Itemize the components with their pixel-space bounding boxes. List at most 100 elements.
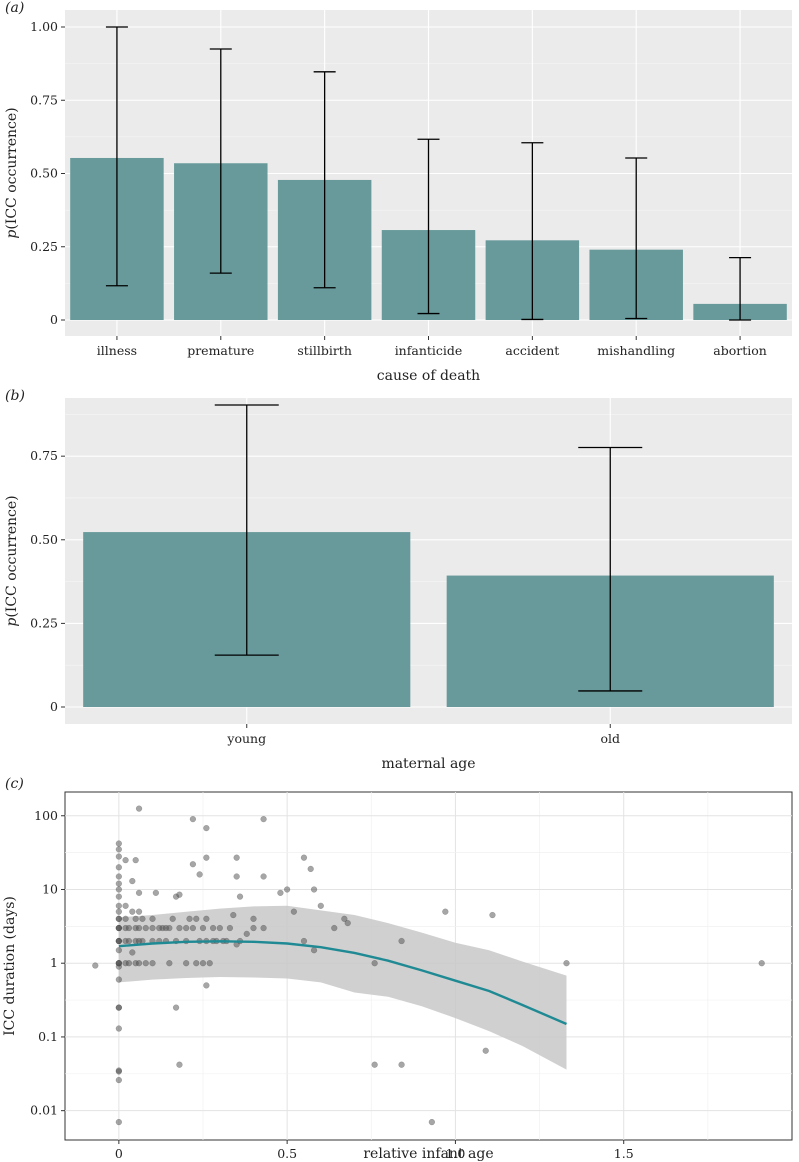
data-point bbox=[135, 924, 143, 932]
y-tick-label: 1 bbox=[50, 955, 58, 970]
y-tick-label: 0.75 bbox=[30, 448, 58, 463]
confidence-band bbox=[118, 905, 567, 1070]
data-point bbox=[135, 805, 143, 812]
data-point bbox=[115, 1076, 123, 1084]
data-point bbox=[129, 949, 136, 956]
y-tick-label: 0.75 bbox=[30, 92, 58, 107]
y-tick-label: 10 bbox=[42, 881, 58, 896]
data-point bbox=[115, 893, 123, 900]
data-point bbox=[260, 924, 267, 932]
y-tick-label: 0.01 bbox=[30, 1103, 58, 1118]
data-point bbox=[300, 854, 308, 861]
data-point bbox=[172, 1004, 180, 1011]
data-point bbox=[115, 1067, 123, 1074]
data-point bbox=[331, 924, 338, 932]
data-point bbox=[199, 960, 207, 967]
data-point bbox=[176, 924, 183, 932]
data-point bbox=[122, 856, 129, 864]
data-point bbox=[186, 915, 193, 922]
data-point bbox=[300, 937, 308, 945]
x-axis-label: maternal age bbox=[381, 756, 475, 772]
data-point bbox=[129, 908, 136, 915]
data-point bbox=[398, 1061, 405, 1068]
data-point bbox=[125, 960, 133, 967]
y-tick-label: 1.00 bbox=[30, 19, 58, 34]
x-axis-label: cause of death bbox=[377, 368, 480, 384]
data-point bbox=[115, 886, 123, 893]
x-tick-label: 0 bbox=[115, 1146, 123, 1161]
x-tick-label: young bbox=[226, 731, 266, 746]
x-tick-label: abortion bbox=[713, 343, 767, 358]
data-point bbox=[115, 960, 123, 967]
data-point bbox=[216, 924, 223, 932]
data-point bbox=[115, 1004, 123, 1011]
data-point bbox=[92, 962, 99, 969]
y-tick-label: 0 bbox=[50, 699, 58, 714]
data-point bbox=[442, 908, 449, 915]
data-point bbox=[122, 902, 129, 909]
data-point bbox=[149, 960, 156, 967]
data-point bbox=[115, 902, 123, 909]
data-point bbox=[196, 871, 203, 878]
x-tick-label: 0.5 bbox=[277, 1146, 297, 1161]
data-point bbox=[209, 924, 217, 932]
y-tick-label: 0.1 bbox=[38, 1029, 58, 1044]
data-point bbox=[115, 947, 123, 954]
data-point bbox=[169, 915, 176, 922]
data-point bbox=[203, 854, 210, 861]
data-point bbox=[183, 924, 190, 932]
data-point bbox=[482, 1047, 489, 1054]
y-tick-label: 100 bbox=[34, 808, 58, 823]
data-point bbox=[125, 937, 133, 945]
panel-label: (a) bbox=[5, 0, 24, 16]
data-point bbox=[115, 853, 123, 860]
y-tick-label: 0 bbox=[50, 312, 58, 327]
data-point bbox=[115, 915, 123, 922]
x-tick-label: stillbirth bbox=[297, 343, 351, 358]
data-point bbox=[310, 947, 318, 954]
data-point bbox=[115, 846, 123, 853]
y-axis-label: p(ICC occurrence) bbox=[4, 495, 20, 626]
y-axis-label: p(ICC occurrence) bbox=[4, 107, 20, 238]
data-point bbox=[122, 915, 129, 922]
data-point bbox=[115, 1025, 123, 1032]
data-point bbox=[250, 915, 257, 922]
data-point bbox=[115, 1118, 123, 1126]
data-point bbox=[260, 815, 267, 823]
data-point bbox=[489, 911, 496, 919]
data-point bbox=[149, 924, 156, 932]
data-point bbox=[176, 891, 183, 898]
data-point bbox=[129, 877, 136, 885]
data-point bbox=[277, 889, 284, 897]
data-point bbox=[428, 1118, 436, 1126]
fit-line bbox=[118, 940, 567, 1026]
data-point bbox=[243, 930, 250, 938]
data-point bbox=[152, 889, 160, 897]
x-tick-label: illness bbox=[97, 343, 137, 358]
data-point bbox=[142, 960, 149, 967]
data-point bbox=[283, 886, 291, 893]
data-point bbox=[203, 915, 210, 922]
data-point bbox=[189, 924, 197, 932]
data-point bbox=[166, 924, 173, 932]
x-tick-label: premature bbox=[187, 343, 254, 358]
data-point bbox=[233, 854, 240, 861]
data-point bbox=[290, 908, 298, 915]
x-tick-label: 1.5 bbox=[614, 1146, 634, 1161]
data-point bbox=[193, 915, 200, 922]
data-point bbox=[203, 824, 210, 832]
data-point bbox=[230, 911, 237, 919]
data-point bbox=[149, 915, 156, 922]
data-point bbox=[115, 908, 123, 915]
data-point bbox=[139, 915, 146, 922]
data-point bbox=[310, 886, 318, 893]
data-point bbox=[135, 960, 143, 967]
x-tick-label: infanticide bbox=[395, 343, 463, 358]
data-point bbox=[758, 960, 765, 967]
data-point bbox=[233, 873, 240, 880]
data-point bbox=[371, 1061, 378, 1068]
data-point bbox=[317, 902, 324, 909]
data-point bbox=[115, 880, 123, 887]
data-point bbox=[115, 924, 123, 932]
